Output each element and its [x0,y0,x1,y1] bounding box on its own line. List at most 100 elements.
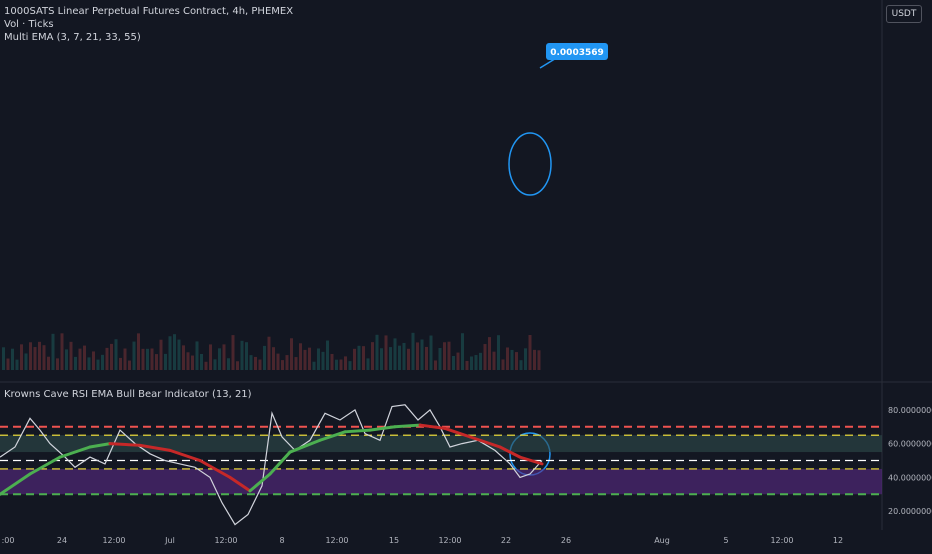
volume-bar [528,334,532,370]
chart-title: 1000SATS Linear Perpetual Futures Contra… [4,6,294,17]
volume-bar [263,345,266,370]
volume-bar [114,339,118,370]
rsi-ema-segment [248,472,272,493]
volume-bar [272,347,275,370]
volume-bar [159,339,163,370]
volume-bar [492,351,496,370]
rsi-tick-label: 40.0000000 [888,473,932,482]
volume-bar [375,334,379,370]
volume-bar [510,349,514,370]
time-tick-label: 26 [561,536,571,545]
rsi-ema-segment [498,445,522,459]
volume-bar [443,342,446,370]
time-tick-label: 12 [833,536,843,545]
volume-bar [78,348,82,370]
rsi-ema-segment [0,472,32,496]
rsi-ema-segment [88,442,112,449]
rsi-ema-segment [368,425,397,432]
rsi-line [0,404,543,526]
volume-bar [204,361,208,370]
volume-bar [51,333,55,370]
volume-bar [267,336,271,370]
rsi-ema-segment [168,448,202,462]
rsi-ema-segment [28,455,62,476]
volume-bar [524,348,527,370]
volume-bar [371,342,374,370]
volume-bar [303,349,307,370]
time-tick-label: 15 [389,536,399,545]
volume-bar [227,358,230,370]
volume-bar [456,352,460,370]
volume-bar [123,348,127,370]
volume-bar [416,342,419,370]
volume-bar [2,347,5,370]
volume-bar [407,348,410,370]
rsi-ema-segment [268,450,292,476]
currency-selector[interactable]: USDT [886,5,922,23]
volume-bar [506,347,509,370]
volume-bar [348,361,352,370]
volume-bar [317,348,320,370]
rsi-ema-segment [443,426,472,439]
highlight-circle [508,132,552,196]
volume-bar [420,339,424,370]
volume-bar [182,345,185,370]
callout-price-label: 0.0003569 [550,48,604,58]
time-tick-label: Aug [654,536,670,545]
volume-bar [447,341,451,370]
volume-bar [128,360,131,370]
rsi-ema-segment [198,459,232,479]
volume-bar [258,359,262,370]
volume-bar [254,356,257,370]
volume-bar [6,358,10,370]
volume-bar [47,356,50,370]
volume-bar [380,348,383,370]
volume-bar [92,351,95,370]
volume-legend: Vol · Ticks [4,19,54,30]
volume-bar [69,341,73,370]
volume-bar [60,333,64,370]
volume-bar [353,348,356,370]
volume-bar [74,356,77,370]
volume-bar [231,335,235,370]
volume-bar [195,341,199,370]
volume-bar [497,335,500,370]
volume-bar [249,355,253,370]
volume-bar [218,348,221,370]
callout-box [546,43,608,60]
volume-bar [294,357,298,370]
volume-bar [110,343,113,370]
volume-bar [24,353,28,370]
volume-bar [200,353,203,370]
volume-bar [411,332,415,370]
volume-bar [501,359,505,370]
volume-bar [344,356,347,370]
volume-bar [141,348,145,370]
volume-bar [173,334,176,370]
volume-bar [137,333,140,370]
volume-bar [335,359,338,370]
rsi-bear-zone [0,468,882,495]
volume-bar [488,337,491,370]
rsi-ema-segment [318,430,347,442]
volume-bar [483,344,487,370]
volume-bar [155,354,158,370]
volume-bar [330,353,334,370]
volume-bar [533,349,536,370]
time-tick-label: 5 [723,536,728,545]
rsi-ema-segment [138,443,172,452]
volume-bar [438,347,442,370]
volume-bar [245,342,248,370]
volume-bar [65,349,68,370]
volume-bar [56,358,59,370]
volume-bar [398,345,401,370]
rsi-bull-zone [0,435,882,453]
rsi-ema-segment [58,445,92,459]
volume-bar [240,340,244,370]
indicator-title: Krowns Cave RSI EMA Bull Bear Indicator … [4,389,252,400]
volume-bar [470,356,473,370]
volume-bar [146,348,149,370]
rsi-ema-segment [393,423,422,429]
volume-bar [150,348,154,370]
